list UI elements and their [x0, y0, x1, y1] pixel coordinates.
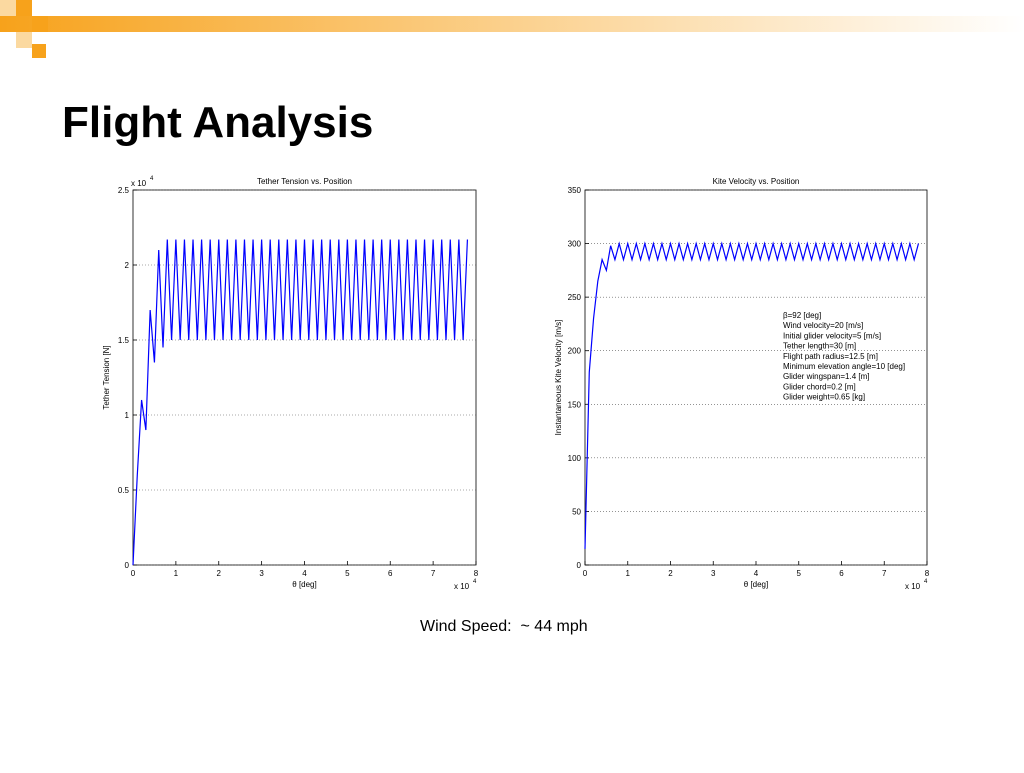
data-line	[132, 239, 469, 566]
x-tick-label: 4	[754, 569, 759, 578]
x-tick-label: 2	[217, 569, 222, 578]
annotation: Glider wingspan=1.4 [m]	[783, 372, 870, 381]
x-tick-label: 2	[668, 569, 673, 578]
y-scale-exponent: 4	[150, 176, 154, 182]
x-scale-label: x 10	[454, 582, 470, 591]
x-scale-label: x 10	[905, 582, 921, 591]
y-axis-label: Instantaneous Kite Velocity [m/s]	[554, 320, 563, 436]
annotation: Minimum elevation angle=10 [deg]	[783, 362, 905, 371]
x-axis-label: θ [deg]	[744, 580, 768, 589]
y-tick-label: 300	[568, 240, 582, 249]
header-bar	[0, 16, 1024, 32]
plot-area	[584, 189, 928, 566]
annotation: Wind velocity=20 [m/s]	[783, 321, 863, 330]
chart-title: Kite Velocity vs. Position	[713, 177, 800, 186]
y-tick-label: 0.5	[118, 486, 130, 495]
x-tick-label: 6	[388, 569, 393, 578]
x-axis-label: θ [deg]	[292, 580, 316, 589]
x-tick-label: 8	[925, 569, 930, 578]
y-tick-label: 200	[568, 347, 582, 356]
x-tick-label: 0	[583, 569, 588, 578]
x-scale-exponent: 4	[473, 579, 477, 585]
y-tick-label: 2.5	[118, 186, 130, 195]
x-tick-label: 8	[474, 569, 479, 578]
y-tick-label: 0	[125, 561, 130, 570]
x-tick-label: 5	[797, 569, 802, 578]
annotation: Glider weight=0.65 [kg]	[783, 393, 865, 402]
deco-square	[0, 0, 16, 16]
y-tick-label: 350	[568, 186, 582, 195]
data-line	[584, 241, 920, 549]
y-tick-label: 0	[577, 561, 582, 570]
slide-title: Flight Analysis	[62, 98, 373, 147]
y-tick-label: 1	[125, 411, 130, 420]
annotation: Tether length=30 [m]	[783, 342, 856, 351]
annotation: Initial glider velocity=5 [m/s]	[783, 331, 881, 340]
y-tick-label: 250	[568, 293, 582, 302]
x-tick-label: 5	[345, 569, 350, 578]
deco-square	[32, 16, 48, 32]
y-tick-label: 150	[568, 400, 582, 409]
x-tick-label: 7	[431, 569, 436, 578]
x-tick-label: 4	[302, 569, 307, 578]
y-axis-label: Tether Tension [N]	[102, 345, 111, 409]
x-tick-label: 7	[882, 569, 887, 578]
x-tick-label: 3	[259, 569, 264, 578]
y-tick-label: 100	[568, 454, 582, 463]
y-tick-label: 50	[572, 507, 581, 516]
y-tick-label: 1.5	[118, 336, 130, 345]
annotation: Glider chord=0.2 [m]	[783, 382, 856, 391]
deco-square	[16, 32, 32, 48]
y-scale-label: x 10	[131, 179, 147, 188]
x-scale-exponent: 4	[924, 579, 928, 585]
x-tick-label: 0	[131, 569, 136, 578]
deco-square	[32, 44, 46, 58]
y-tick-label: 2	[125, 261, 130, 270]
x-tick-label: 1	[626, 569, 631, 578]
x-tick-label: 3	[711, 569, 716, 578]
annotation: β=92 [deg]	[783, 311, 821, 320]
chart-title: Tether Tension vs. Position	[257, 177, 352, 186]
deco-square	[16, 0, 32, 16]
annotation: Flight path radius=12.5 [m]	[783, 352, 878, 361]
caption: Wind Speed: ~ 44 mph	[420, 618, 588, 635]
x-tick-label: 6	[839, 569, 844, 578]
x-tick-label: 1	[174, 569, 179, 578]
